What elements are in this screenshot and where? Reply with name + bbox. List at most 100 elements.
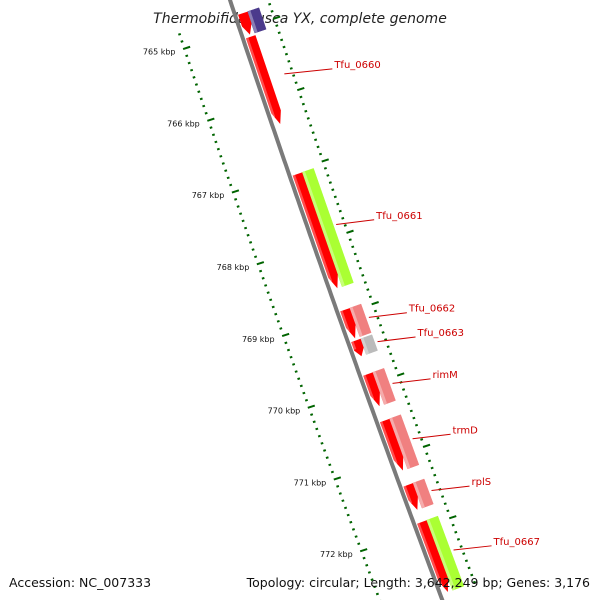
minor-tick-right (366, 288, 370, 291)
scale-label-765: 765 kbp (143, 48, 176, 57)
minor-tick-left (264, 284, 268, 287)
gene-highlight-7 (417, 522, 443, 586)
minor-tick-right (443, 502, 447, 506)
minor-tick-left (294, 370, 298, 373)
minor-tick-right (277, 31, 281, 35)
major-tick-right (346, 229, 354, 234)
minor-tick-right (353, 252, 357, 256)
minor-tick-right (417, 430, 421, 434)
gene-label-rpls: rplS (472, 477, 492, 488)
minor-tick-right (470, 573, 474, 577)
feature-box-7 (426, 515, 465, 591)
topology-text: Topology: circular; Length: 3,642,249 bp… (246, 575, 590, 590)
minor-tick-right (378, 323, 383, 327)
scale-label-768: 768 kbp (217, 263, 250, 272)
minor-tick-left (297, 377, 301, 381)
minor-tick-right (328, 181, 332, 184)
minor-tick-right (386, 345, 390, 349)
minor-tick-right (435, 480, 439, 484)
minor-tick-left (216, 147, 220, 151)
accession-text: Accession: NC_007333 (9, 575, 152, 590)
minor-tick-left (211, 133, 216, 137)
minor-tick-right (311, 131, 315, 134)
minor-tick-right (414, 423, 419, 427)
minor-tick-left (274, 312, 278, 316)
gene-track (238, 11, 449, 593)
minor-tick-left (312, 420, 316, 424)
minor-tick-left (367, 571, 371, 574)
feature-highlight-2 (349, 307, 363, 337)
minor-tick-right (373, 309, 377, 313)
minor-tick-left (239, 212, 243, 216)
minor-tick-left (375, 592, 379, 596)
minor-tick-right (472, 580, 476, 584)
minor-tick-right (323, 166, 327, 170)
minor-tick-left (302, 391, 306, 395)
minor-tick-left (180, 40, 184, 43)
partial-gene-arrow-0 (238, 11, 252, 35)
gene-arrow-rpls (403, 483, 418, 510)
major-tick-left (231, 189, 240, 194)
minor-tick-right (459, 545, 463, 548)
minor-tick-left (365, 563, 369, 567)
minor-tick-left (254, 255, 258, 259)
minor-tick-left (190, 68, 194, 72)
feature-box-1 (301, 168, 354, 287)
minor-tick-left (261, 276, 265, 280)
minor-tick-left (328, 463, 332, 467)
minor-tick-left (259, 269, 263, 273)
minor-tick-left (349, 520, 353, 524)
map-title: Thermobifida fusca YX, complete genome (153, 11, 447, 27)
minor-tick-left (346, 513, 350, 517)
leader-line-6 (431, 485, 470, 491)
minor-tick-left (373, 585, 377, 589)
feature-highlight-0 (247, 10, 258, 34)
minor-tick-left (357, 542, 361, 546)
minor-tick-right (341, 216, 345, 220)
gene-arrow-tfu_0661 (292, 172, 338, 289)
feature-track (247, 7, 465, 591)
minor-tick-right (391, 359, 395, 363)
scale-label-769: 769 kbp (242, 335, 275, 344)
minor-tick-left (341, 499, 345, 503)
minor-tick-left (286, 348, 291, 352)
minor-tick-right (282, 45, 286, 49)
gene-arrow-tfu_0662 (340, 308, 356, 339)
minor-tick-left (194, 83, 198, 86)
minor-tick-left (204, 111, 208, 115)
minor-tick-left (271, 305, 275, 309)
minor-tick-right (368, 295, 372, 299)
minor-tick-left (338, 492, 342, 495)
minor-tick-left (202, 104, 206, 108)
scale-label-767: 767 kbp (192, 191, 225, 200)
minor-tick-left (251, 248, 255, 251)
minor-tick-right (304, 109, 308, 113)
gene-label-tfu_0660: Tfu_0660 (333, 60, 380, 71)
minor-tick-right (356, 259, 360, 263)
minor-tick-right (351, 245, 355, 249)
minor-tick-right (331, 188, 335, 192)
minor-tick-right (292, 74, 296, 77)
major-tick-right (448, 515, 457, 520)
minor-tick-left (192, 76, 196, 79)
major-tick-right (371, 301, 379, 306)
scale-ticks: 765 kbp 766 kbp 767 kbp 768 kbp 769 kbp 770 k… (143, 2, 476, 600)
minor-tick-right (467, 566, 471, 570)
gene-highlight-3 (351, 341, 357, 350)
minor-tick-right (348, 238, 352, 242)
minor-tick-right (407, 402, 411, 406)
minor-tick-left (209, 126, 213, 129)
leader-line-7 (453, 545, 492, 551)
minor-tick-right (441, 495, 445, 498)
minor-tick-left (317, 434, 321, 438)
leader-line-1 (336, 219, 375, 226)
minor-tick-right (433, 473, 437, 477)
minor-tick-right (427, 459, 432, 463)
minor-tick-left (299, 384, 303, 388)
major-tick-left (307, 404, 316, 409)
minor-tick-right (381, 331, 385, 334)
minor-tick-right (336, 202, 340, 206)
minor-tick-right (309, 124, 313, 127)
minor-tick-left (249, 241, 253, 244)
major-tick-right (321, 158, 330, 163)
